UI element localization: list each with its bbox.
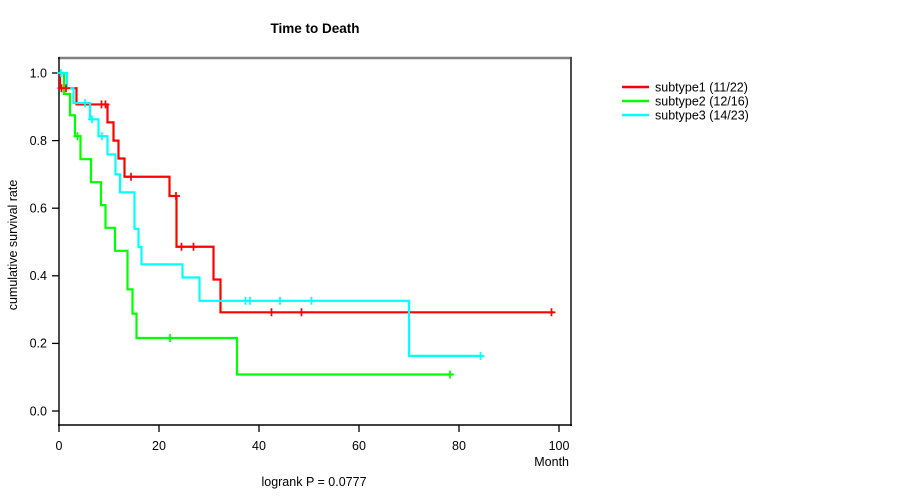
censor-plus-icon [547, 308, 556, 317]
censor-plus-icon [446, 370, 454, 379]
x-axis: 0 20 40 60 80 100 [56, 425, 570, 453]
x-tick-label: 20 [152, 439, 166, 453]
legend-label-subtype1: subtype1 (11/22) [655, 81, 748, 95]
censor-marks-subtype1 [57, 84, 556, 317]
survival-curve-subtype2 [59, 71, 452, 376]
censor-plus-icon [88, 115, 96, 124]
censor-plus-icon [297, 308, 306, 317]
censor-plus-icon [476, 351, 485, 360]
y-tick-label: 0.8 [30, 134, 47, 148]
legend-label-subtype2: subtype2 (12/16) [655, 95, 749, 109]
censor-marks-subtype2 [73, 132, 454, 379]
y-axis-title: cumulative survival rate [6, 180, 20, 311]
x-tick-label: 0 [56, 439, 63, 453]
censor-plus-icon [98, 132, 106, 141]
censor-plus-icon [189, 242, 198, 251]
censor-plus-icon [81, 99, 89, 108]
chart-title: Time to Death [270, 21, 359, 36]
censor-plus-icon [172, 192, 180, 201]
censor-plus-icon [307, 296, 316, 305]
censor-plus-icon [246, 296, 254, 305]
y-tick-label: 0.2 [30, 337, 47, 351]
x-tick-label: 40 [252, 439, 266, 453]
x-tick-label: 80 [452, 439, 466, 453]
logrank-p-value: logrank P = 0.0777 [261, 475, 366, 489]
censor-marks-subtype3 [57, 69, 485, 360]
censor-plus-icon [166, 333, 174, 342]
censor-plus-icon [276, 296, 284, 305]
survival-curve-subtype1 [58, 71, 554, 314]
y-tick-label: 0.0 [30, 404, 47, 418]
censor-plus-icon [62, 84, 70, 93]
censor-marks [57, 69, 556, 379]
y-axis: 0.0 0.2 0.4 0.6 0.8 1.0 [30, 66, 59, 418]
x-tick-label: 100 [549, 439, 570, 453]
censor-plus-icon [267, 308, 276, 317]
legend: subtype1 (11/22)subtype2 (12/16)subtype3… [622, 81, 749, 123]
y-tick-label: 0.4 [30, 269, 47, 283]
y-tick-label: 1.0 [30, 66, 47, 80]
x-axis-title: Month [534, 455, 569, 469]
censor-plus-icon [73, 132, 82, 141]
censor-plus-icon [177, 242, 186, 251]
censor-plus-icon [101, 100, 110, 109]
censor-plus-icon [57, 69, 65, 77]
censor-plus-icon [127, 172, 135, 181]
x-tick-label: 60 [352, 439, 366, 453]
y-tick-label: 0.6 [30, 202, 47, 216]
legend-label-subtype3: subtype3 (14/23) [655, 109, 749, 123]
plot-border [58, 56, 572, 426]
survival-curves [58, 71, 554, 376]
